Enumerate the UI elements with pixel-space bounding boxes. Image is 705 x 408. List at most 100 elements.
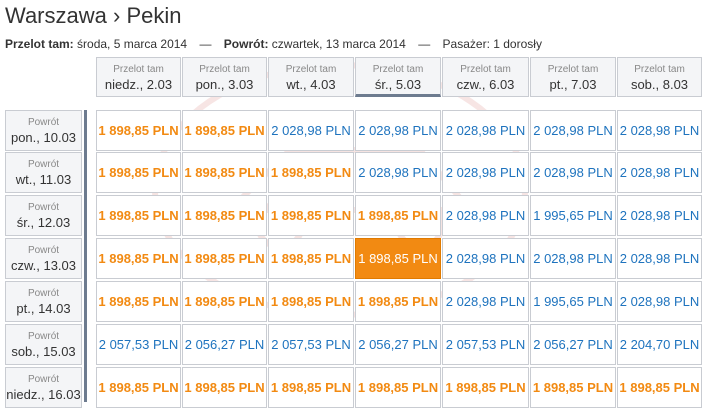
row-date: czw., 13.03 [10, 258, 77, 273]
price-cell[interactable]: 2 028,98 PLN [530, 152, 616, 193]
price-cell[interactable]: 2 056,27 PLN [355, 324, 441, 365]
price-cell[interactable]: 2 057,53 PLN [442, 324, 529, 365]
header-label: Przelot tam [372, 64, 424, 75]
header-label: Przelot tam [547, 64, 599, 75]
price-cell[interactable]: 2 028,98 PLN [617, 152, 702, 193]
price-cell[interactable]: 2 028,98 PLN [442, 195, 529, 236]
price-cell[interactable]: 2 028,98 PLN [442, 110, 529, 151]
row-label: Powrót [27, 374, 60, 385]
outbound-date-header[interactable]: Przelot tam niedz., 2.03 [96, 57, 181, 97]
row-date: pt., 14.03 [16, 301, 71, 316]
price-cell[interactable]: 1 898,85 PLN [355, 367, 441, 408]
price-cell[interactable]: 2 028,98 PLN [617, 281, 702, 322]
return-date: czwartek, 13 marca 2014 [271, 37, 406, 51]
header-date: sob., 8.03 [630, 77, 689, 92]
price-cell[interactable]: 2 028,98 PLN [617, 195, 702, 236]
row-label: Powrót [27, 331, 60, 342]
outbound-date-header[interactable]: Przelot tam sob., 8.03 [617, 57, 702, 97]
summary-dash: — [418, 37, 431, 51]
row-date: wt., 11.03 [15, 172, 72, 187]
selected-price-cell[interactable]: 1 898,85 PLN [355, 238, 441, 279]
header-date: pon., 3.03 [195, 77, 254, 92]
price-cell[interactable]: 2 028,98 PLN [442, 152, 529, 193]
return-date-header[interactable]: Powrót czw., 13.03 [5, 238, 82, 279]
price-cell[interactable]: 2 028,98 PLN [530, 238, 616, 279]
price-cell[interactable]: 1 898,85 PLN [96, 281, 181, 322]
header-label: Przelot tam [460, 64, 511, 75]
summary-dash: — [199, 37, 212, 51]
price-cell[interactable]: 2 056,27 PLN [182, 324, 267, 365]
return-date-header[interactable]: Powrót pon., 10.03 [5, 110, 82, 151]
return-date-header[interactable]: Powrót sob., 15.03 [5, 324, 82, 365]
price-cell[interactable]: 2 057,53 PLN [268, 324, 354, 365]
header-date: niedz., 2.03 [104, 77, 173, 92]
selected-row-bar [84, 110, 87, 402]
outbound-date-header[interactable]: Przelot tam wt., 4.03 [268, 57, 354, 97]
header-label: Przelot tam [285, 64, 337, 75]
price-cell[interactable]: 1 898,85 PLN [355, 281, 441, 322]
price-cell[interactable]: 1 898,85 PLN [96, 238, 181, 279]
price-cell[interactable]: 1 898,85 PLN [182, 152, 267, 193]
row-label: Powrót [27, 202, 60, 213]
header-label: Przelot tam [634, 64, 685, 75]
header-label: Przelot tam [113, 64, 164, 75]
price-cell[interactable]: 2 028,98 PLN [530, 110, 616, 151]
route-title: Warszawa › Pekin [5, 3, 182, 29]
return-date-header[interactable]: Powrót wt., 11.03 [5, 152, 82, 193]
header-date: wt., 4.03 [286, 77, 336, 92]
price-cell[interactable]: 1 898,85 PLN [268, 195, 354, 236]
row-label: Powrót [27, 117, 60, 128]
price-cell[interactable]: 2 028,98 PLN [442, 238, 529, 279]
row-label: Powrót [27, 288, 60, 299]
destination-city: Pekin [126, 3, 182, 28]
price-cell[interactable]: 2 028,98 PLN [355, 152, 441, 193]
price-cell[interactable]: 1 898,85 PLN [182, 367, 267, 408]
header-date: czw., 6.03 [456, 77, 515, 92]
origin-city: Warszawa [5, 3, 107, 28]
price-cell[interactable]: 1 898,85 PLN [96, 195, 181, 236]
price-cell[interactable]: 2 056,27 PLN [530, 324, 616, 365]
trip-summary: Przelot tam: środa, 5 marca 2014 — Powró… [5, 37, 542, 51]
price-cell[interactable]: 2 028,98 PLN [442, 281, 529, 322]
price-cell[interactable]: 1 898,85 PLN [182, 195, 267, 236]
price-cell[interactable]: 1 898,85 PLN [268, 152, 354, 193]
price-cell[interactable]: 1 898,85 PLN [96, 110, 181, 151]
header-label: Przelot tam [199, 64, 250, 75]
price-cell[interactable]: 1 995,65 PLN [530, 281, 616, 322]
price-cell[interactable]: 1 898,85 PLN [182, 238, 267, 279]
price-cell[interactable]: 2 028,98 PLN [355, 110, 441, 151]
outbound-label: Przelot tam: [5, 37, 74, 51]
row-date: pon., 10.03 [10, 130, 77, 145]
return-date-header[interactable]: Powrót śr., 12.03 [5, 195, 82, 236]
row-date: niedz., 16.03 [6, 387, 81, 402]
price-cell[interactable]: 1 898,85 PLN [96, 367, 181, 408]
outbound-date-header[interactable]: Przelot tam śr., 5.03 [355, 57, 441, 97]
outbound-date-header[interactable]: Przelot tam czw., 6.03 [442, 57, 529, 97]
header-date: śr., 5.03 [374, 77, 422, 92]
passenger-value: 1 dorosły [493, 37, 542, 51]
price-cell[interactable]: 1 898,85 PLN [96, 152, 181, 193]
price-cell[interactable]: 2 028,98 PLN [268, 110, 354, 151]
price-cell[interactable]: 2 028,98 PLN [617, 110, 702, 151]
route-separator: › [113, 3, 121, 28]
price-cell[interactable]: 1 898,85 PLN [268, 281, 354, 322]
passenger-label: Pasażer: [442, 37, 490, 51]
return-date-header[interactable]: Powrót pt., 14.03 [5, 281, 82, 322]
price-cell[interactable]: 1 898,85 PLN [617, 367, 702, 408]
price-cell[interactable]: 1 898,85 PLN [182, 110, 267, 151]
row-date: śr., 12.03 [16, 215, 71, 230]
row-date: sob., 15.03 [11, 344, 76, 359]
price-cell[interactable]: 2 057,53 PLN [96, 324, 181, 365]
outbound-date: środa, 5 marca 2014 [77, 37, 188, 51]
price-cell[interactable]: 2 028,98 PLN [617, 238, 702, 279]
price-cell[interactable]: 1 898,85 PLN [268, 238, 354, 279]
price-cell[interactable]: 1 995,65 PLN [530, 195, 616, 236]
outbound-date-header[interactable]: Przelot tam pon., 3.03 [182, 57, 267, 97]
row-label: Powrót [27, 159, 60, 170]
header-date: pt., 7.03 [549, 77, 597, 92]
price-cell[interactable]: 1 898,85 PLN [182, 281, 267, 322]
price-cell[interactable]: 2 204,70 PLN [617, 324, 702, 365]
row-label: Powrót [27, 245, 60, 256]
price-cell[interactable]: 1 898,85 PLN [355, 195, 441, 236]
outbound-date-header[interactable]: Przelot tam pt., 7.03 [530, 57, 616, 97]
